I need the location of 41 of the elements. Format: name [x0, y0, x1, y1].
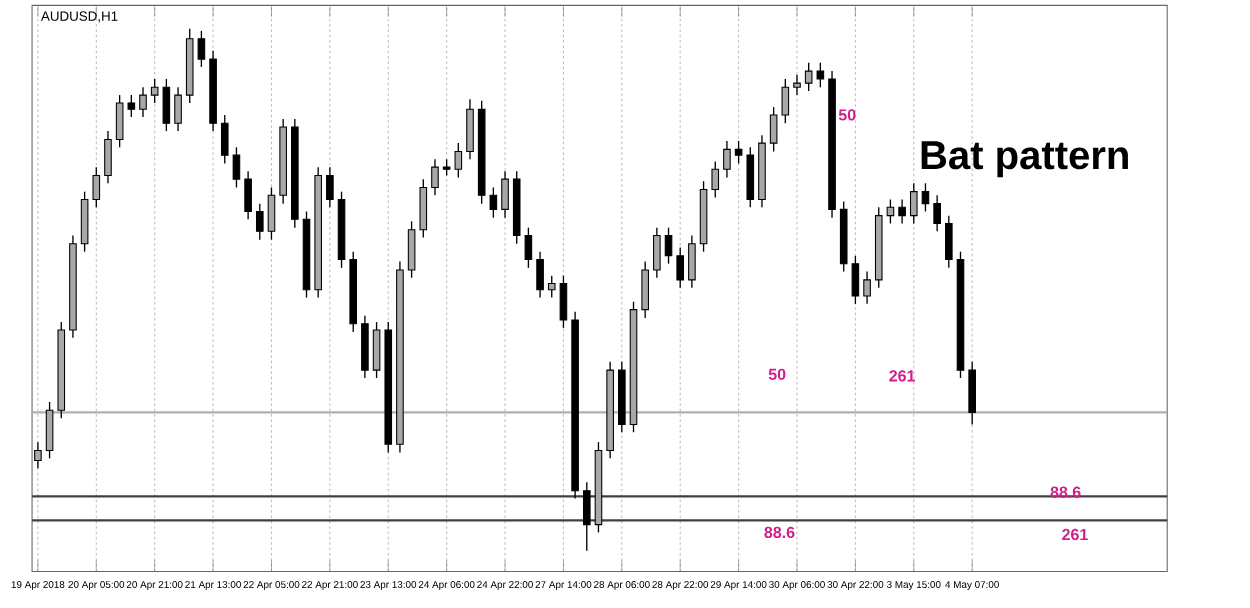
candlestick [688, 234, 696, 288]
candlestick [968, 360, 976, 425]
candlestick [653, 226, 661, 278]
candlestick [536, 250, 544, 298]
candlestick [933, 194, 941, 232]
candlestick [501, 170, 509, 218]
candlestick [361, 314, 369, 379]
candlestick [244, 170, 252, 220]
candlestick [909, 182, 918, 224]
candlestick [898, 198, 906, 224]
candlestick [863, 270, 871, 305]
candlestick [921, 182, 930, 212]
text: 88.6 [1050, 486, 1081, 498]
candlestick [676, 246, 685, 288]
annotation: 261 [889, 369, 916, 382]
text: 261 [1062, 528, 1088, 540]
candlestick [34, 441, 42, 469]
candlestick [466, 98, 474, 160]
annotation: 50 [768, 368, 786, 380]
candlestick [793, 73, 801, 96]
candlestick [326, 165, 334, 208]
candlestick [139, 86, 147, 118]
candlestick [220, 113, 229, 164]
candlestick [431, 158, 439, 196]
annotation: 50 [838, 108, 856, 121]
candlestick [723, 139, 731, 178]
candlestick [104, 129, 112, 184]
candlestick [267, 186, 276, 240]
candlestick [945, 214, 953, 269]
annotation: 88.6 [764, 526, 795, 538]
candlestick [174, 86, 182, 132]
candlestick [232, 146, 241, 188]
candlestick [582, 481, 591, 551]
candlestick [547, 274, 556, 298]
annotation: Bat pattern [921, 140, 1128, 177]
candlestick [255, 202, 264, 240]
candlestick [641, 260, 649, 319]
candlestick [664, 226, 673, 264]
candlestick [711, 160, 720, 198]
candlestick [559, 274, 568, 329]
candlestick [372, 320, 381, 379]
